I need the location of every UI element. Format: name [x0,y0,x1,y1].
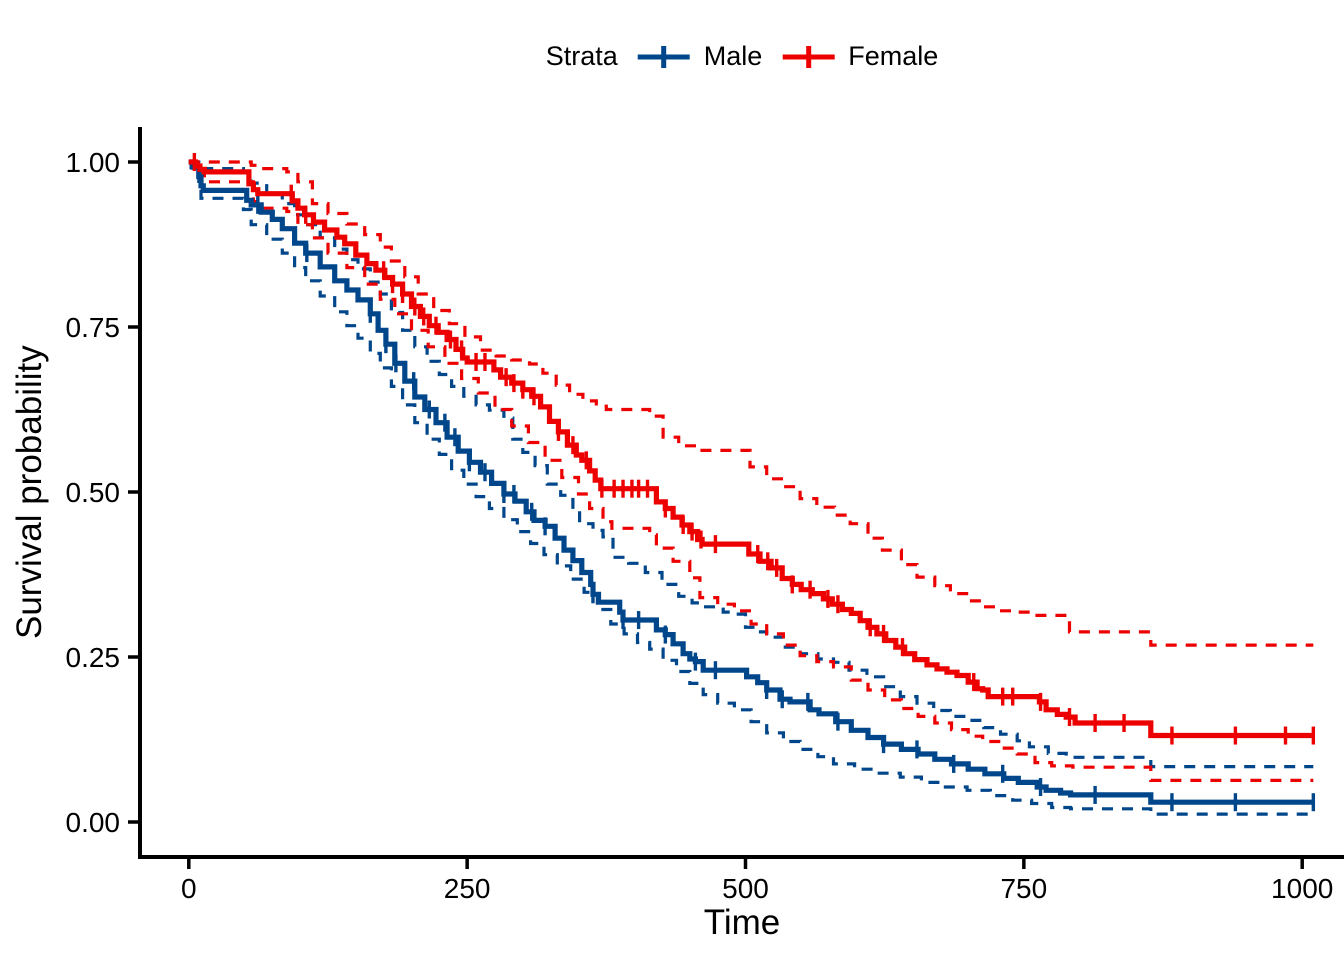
ci-curve-male-95-ci-lower [188,160,1314,816]
x-tick-label: 500 [722,873,769,904]
y-axis-title: Survival probability [10,345,49,639]
x-tick-label: 0 [181,873,197,904]
ci-curve-female-95-ci-upper [188,160,1314,647]
ci-curve-male-95-ci-upper [188,160,1314,769]
legend-label-female: Female [848,41,939,71]
legend-item-female[interactable]: Female [779,41,938,72]
x-tick-label: 1000 [1271,873,1333,904]
legend-title: Strata [545,41,618,71]
ci-curve-female-95-ci-lower [188,160,1314,782]
y-tick-label: 0.50 [66,477,121,508]
x-axis-title: Time [703,903,781,942]
x-tick-label: 250 [444,873,491,904]
survival-curve-male [188,159,1314,805]
legend: Strata Male Female [546,41,939,72]
y-tick-label: 0.00 [66,807,121,838]
female-key-icon [782,45,835,68]
legend-item-male[interactable]: Male [635,41,763,72]
x-tick-label: 750 [1000,873,1047,904]
y-tick-label: 0.75 [66,312,121,343]
survival-curve-female [188,159,1314,739]
legend-label-male: Male [703,41,763,71]
male-key-icon [637,45,690,68]
y-tick-label: 0.25 [66,642,121,673]
y-tick-label: 1.00 [66,147,121,178]
